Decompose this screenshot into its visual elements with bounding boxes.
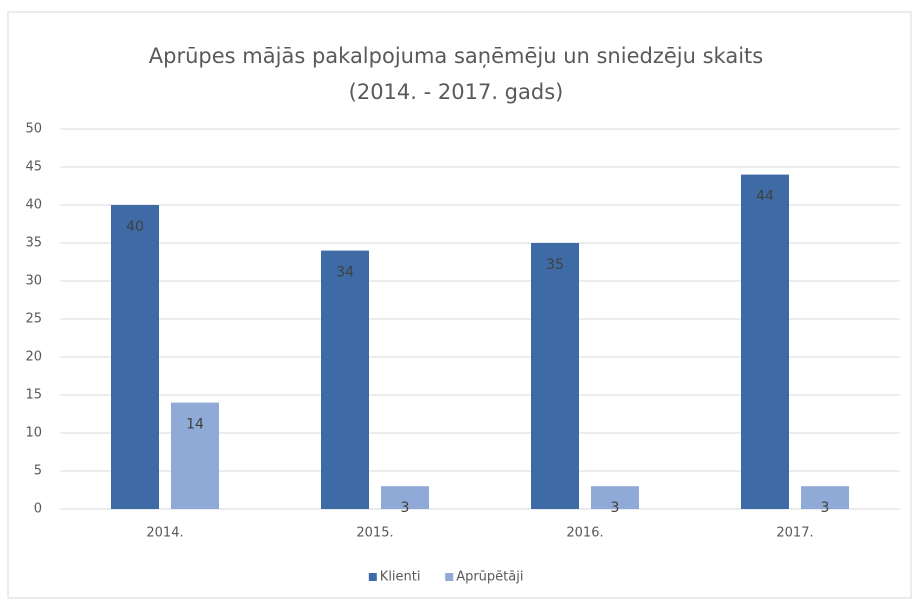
- value-label: 14: [186, 417, 204, 433]
- y-tick-label: 35: [25, 236, 42, 251]
- x-tick-label: 2017.: [776, 526, 813, 541]
- value-label: 34: [336, 265, 354, 281]
- bar: [531, 243, 579, 509]
- chart-title: (2014. - 2017. gads): [349, 80, 564, 104]
- y-tick-label: 15: [25, 388, 42, 403]
- y-tick-label: 0: [34, 502, 42, 517]
- value-label: 3: [401, 500, 410, 516]
- bar: [381, 486, 429, 509]
- y-tick-label: 45: [25, 160, 42, 175]
- chart-title: Aprūpes mājās pakalpojuma saņēmēju un sn…: [149, 44, 763, 68]
- y-tick-label: 50: [25, 122, 42, 137]
- legend-label: Klienti: [380, 570, 421, 585]
- bar: [741, 174, 789, 509]
- value-label: 35: [546, 257, 564, 273]
- bar: [171, 402, 219, 509]
- bar: [591, 486, 639, 509]
- legend-swatch: [445, 573, 454, 581]
- y-tick-label: 5: [34, 464, 42, 479]
- y-tick-label: 25: [25, 312, 42, 327]
- bar: [111, 205, 159, 509]
- legend-swatch: [368, 573, 377, 581]
- y-tick-label: 30: [25, 274, 42, 289]
- x-tick-label: 2014.: [146, 526, 183, 541]
- value-label: 40: [126, 219, 144, 235]
- y-tick-label: 20: [25, 350, 42, 365]
- y-tick-label: 10: [25, 426, 42, 441]
- value-label: 3: [821, 500, 830, 516]
- value-label: 3: [611, 500, 620, 516]
- bar: [801, 486, 849, 509]
- x-tick-label: 2016.: [566, 526, 603, 541]
- value-label: 44: [756, 189, 774, 205]
- legend-label: Aprūpētāji: [456, 570, 523, 585]
- x-tick-label: 2015.: [356, 526, 393, 541]
- bar: [321, 250, 369, 509]
- y-tick-label: 40: [25, 198, 42, 213]
